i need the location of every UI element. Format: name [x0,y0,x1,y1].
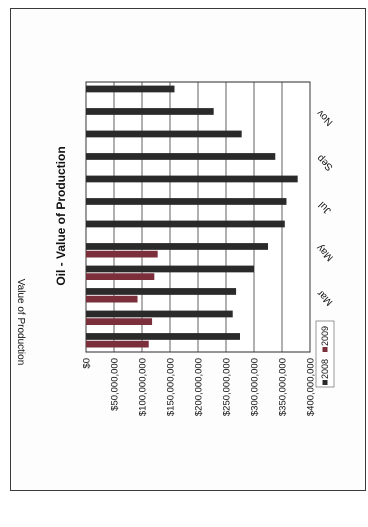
bar-2008-apr [86,265,254,273]
bar-2008-jul [86,198,287,205]
chart-title: Oil - Value of Production [54,146,68,285]
legend-box [315,320,335,388]
bar-2008-aug [86,175,298,183]
value-tick-label: $0 [82,358,93,369]
bars [86,85,298,348]
value-tick-label: $200,000,000 [194,358,205,416]
bar-2008-nov [86,108,214,115]
category-tick-labels: JanMarMayJulSepNov [315,107,336,352]
legend-label-2008: 2008 [320,359,330,379]
bar-2008-mar [86,288,237,295]
bar-2008-feb [86,310,233,318]
legend-swatch-2008 [322,380,328,385]
value-tick-label: $100,000,000 [138,358,149,416]
bar-2008-oct [86,130,242,138]
category-tick-label: Mar [315,287,335,307]
bar-2008-jun [86,220,285,228]
category-tick-label: May [315,242,336,263]
value-tick-label: $350,000,000 [278,358,289,416]
bar-2008-jan [86,333,240,340]
bar-2008-may [86,243,268,250]
bar-2009-mar [86,295,138,303]
bar-2009-may [86,250,158,258]
value-axis-title: Value of Production [15,279,26,366]
value-tick-label: $250,000,000 [222,358,233,416]
category-tick-label: Jul [317,199,334,216]
value-tick-label: $150,000,000 [166,358,177,416]
category-tick-label: Nov [315,107,335,127]
legend-swatch-2009 [322,347,328,352]
bar-2008-dec [86,85,175,93]
category-tick-label: Sep [315,152,336,173]
bar-2009-jan [86,340,149,348]
value-tick-label: $400,000,000 [306,358,317,416]
value-tick-label: $50,000,000 [110,358,121,411]
value-tick-label: $300,000,000 [250,358,261,416]
legend: 2008 2009 [315,320,335,388]
bar-2009-feb [86,318,153,325]
legend-label-2009: 2009 [320,326,330,346]
bar-2009-apr [86,273,155,280]
bar-2008-sep [86,153,276,160]
value-tick-labels: $0 $50,000,000 $100,000,000 $150,000,000 $20… [82,358,317,416]
gridlines [85,82,311,352]
